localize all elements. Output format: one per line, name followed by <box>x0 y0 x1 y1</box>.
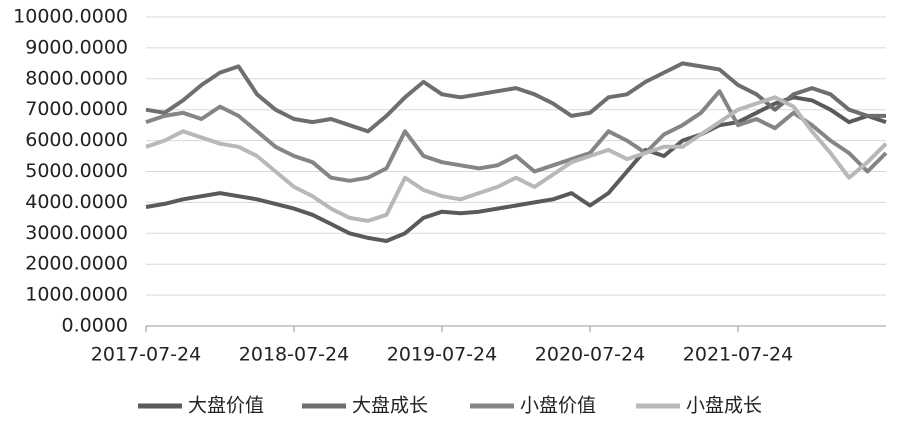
series-line <box>145 95 888 223</box>
y-tick-label: 7000.0000 <box>25 98 128 120</box>
y-tick-label: 9000.0000 <box>25 36 128 58</box>
x-tick-label: 2018-07-24 <box>239 344 349 366</box>
x-tick-label: 2019-07-24 <box>387 344 497 366</box>
series-line <box>145 95 887 243</box>
y-tick-label: 0.0000 <box>62 315 128 337</box>
y-tick-label: 4000.0000 <box>25 191 128 213</box>
y-tick-label: 6000.0000 <box>25 129 128 151</box>
x-tick-label: 2020-07-24 <box>535 344 645 366</box>
legend-label: 大盘成长 <box>352 395 428 417</box>
legend-label: 大盘价值 <box>188 395 264 417</box>
y-tick-label: 8000.0000 <box>25 67 128 89</box>
legend-label: 小盘价值 <box>520 395 596 417</box>
y-tick-label: 2000.0000 <box>25 253 128 275</box>
y-tick-label: 1000.0000 <box>25 284 128 306</box>
y-tick-label: 5000.0000 <box>25 160 128 182</box>
x-tick-label: 2017-07-24 <box>91 344 201 366</box>
y-tick-label: 3000.0000 <box>25 222 128 244</box>
series-line <box>145 89 888 183</box>
y-tick-label: 10000.0000 <box>13 6 128 28</box>
legend-label: 小盘成长 <box>686 395 762 417</box>
x-tick-label: 2021-07-24 <box>683 344 793 366</box>
